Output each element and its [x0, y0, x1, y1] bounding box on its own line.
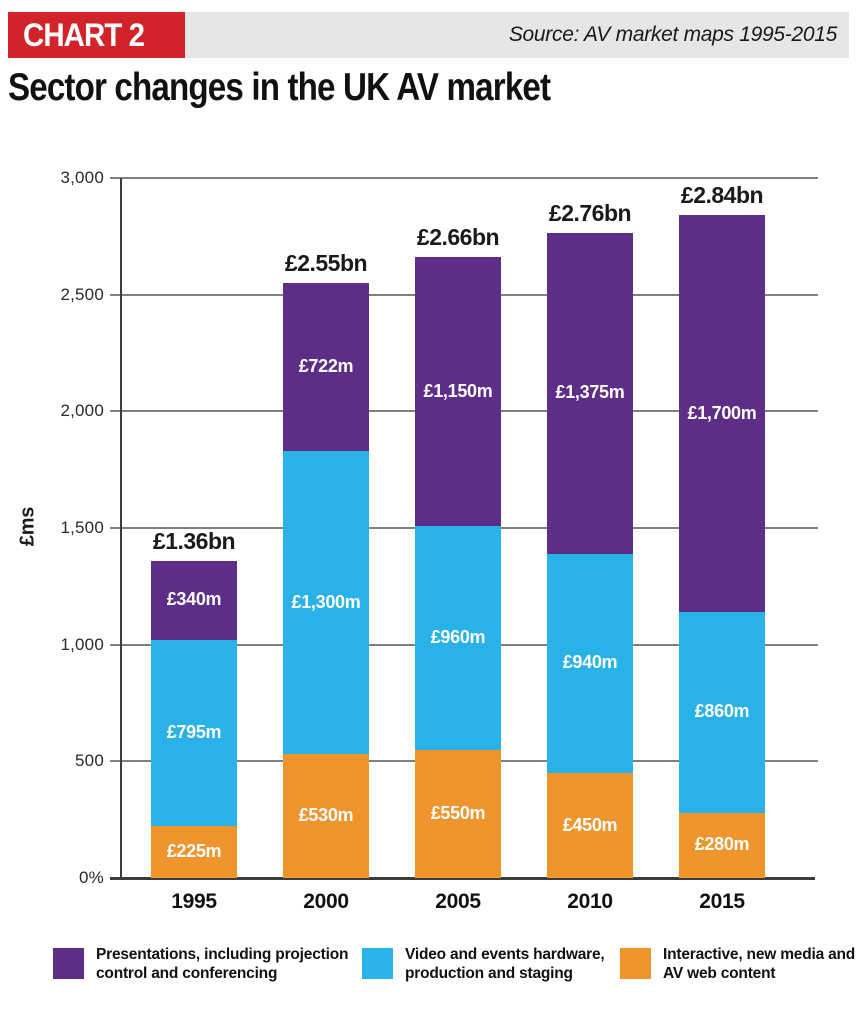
bar-segment-2015 — [679, 812, 765, 878]
bar-segment-label-1995: £340m — [166, 589, 222, 610]
chart-badge: CHART 2 — [8, 12, 185, 58]
bar-segment-label-2015: £280m — [694, 834, 750, 855]
y-tick-label-2500: 2,500 — [60, 284, 104, 304]
y-tick-label-3000: 3,000 — [60, 168, 104, 187]
x-axis-label-2015: 2015 — [699, 890, 745, 913]
legend-swatch-orange — [620, 948, 651, 979]
bar-segment-label-2005: £550m — [430, 802, 486, 823]
legend-swatch-purple — [53, 948, 84, 979]
chart-badge-label: CHART 2 — [23, 16, 145, 53]
legend-label: Presentations, including projection cont… — [96, 946, 349, 982]
x-axis-label-2010: 2010 — [567, 890, 613, 913]
bar-segment-label-2015: £860m — [694, 701, 750, 722]
bar-segment-label-2015: £1,700m — [687, 402, 757, 423]
bar-segment-2000 — [283, 451, 369, 755]
legend-label: Interactive, new media and AV web conten… — [663, 946, 856, 982]
legend-label: Video and events hardware, production an… — [405, 946, 605, 982]
bar-segment-2015 — [679, 612, 765, 813]
bar-segment-label-2010: £450m — [562, 814, 618, 835]
bar-total-label-2000: £2.55bn — [284, 249, 368, 276]
bar-total-label-2005: £2.66bn — [416, 224, 500, 251]
bar-segment-2005 — [415, 749, 501, 878]
bar-segment-2015 — [679, 215, 765, 612]
y-axis-line — [120, 178, 122, 878]
bar-segment-2000 — [283, 754, 369, 878]
bar-segment-label-2005: £1,150m — [423, 380, 493, 401]
bar-segment-2005 — [415, 257, 501, 526]
legend-item-video-events: Video and events hardware, production an… — [362, 946, 605, 984]
bar-total-label-2015: £2.84bn — [680, 182, 764, 209]
source-text: Source: AV market maps 1995-2015 — [508, 23, 837, 46]
y-tick-label-2000: 2,000 — [60, 401, 104, 421]
bar-segment-1995 — [151, 560, 237, 640]
bar-segment-label-2010: £1,375m — [555, 382, 625, 403]
bar-segment-1995 — [151, 825, 237, 878]
y-tick-label-1500: 1,500 — [60, 518, 104, 537]
x-axis-label-1995: 1995 — [171, 890, 217, 913]
bar-segment-label-2000: £530m — [298, 805, 354, 826]
y-tick-label-500: 500 — [75, 751, 104, 771]
x-axis-line — [110, 877, 815, 880]
x-axis-label-2000: 2000 — [303, 890, 349, 913]
header-strip: CHART 2 Source: AV market maps 1995-2015 — [8, 12, 849, 58]
legend-item-presentations: Presentations, including projection cont… — [53, 946, 348, 984]
gridline-3000 — [110, 177, 818, 179]
bar-segment-label-1995: £795m — [166, 721, 222, 742]
bar-segment-label-2000: £722m — [298, 355, 354, 376]
bar-segment-label-2000: £1,300m — [291, 591, 361, 612]
bar-segment-2000 — [283, 282, 369, 451]
y-tick-label-1000: 1,000 — [60, 634, 104, 654]
bar-segment-label-1995: £225m — [166, 840, 222, 861]
page-title: Sector changes in the UK AV market — [8, 66, 551, 109]
bar-segment-1995 — [151, 640, 237, 826]
bar-segment-2010 — [547, 232, 633, 554]
bar-segment-2005 — [415, 525, 501, 750]
bar-total-label-1995: £1.36bn — [152, 527, 236, 554]
x-axis-label-2005: 2005 — [435, 890, 481, 913]
bar-segment-label-2010: £940m — [562, 652, 618, 673]
bar-segment-2010 — [547, 773, 633, 878]
legend-swatch-blue — [362, 948, 393, 979]
y-tick-label-0: 0% — [79, 868, 104, 887]
legend-item-interactive-media: Interactive, new media and AV web conten… — [620, 946, 855, 984]
bar-segment-2010 — [547, 553, 633, 773]
bar-total-label-2010: £2.76bn — [548, 199, 632, 226]
bar-segment-label-2005: £960m — [430, 626, 486, 647]
